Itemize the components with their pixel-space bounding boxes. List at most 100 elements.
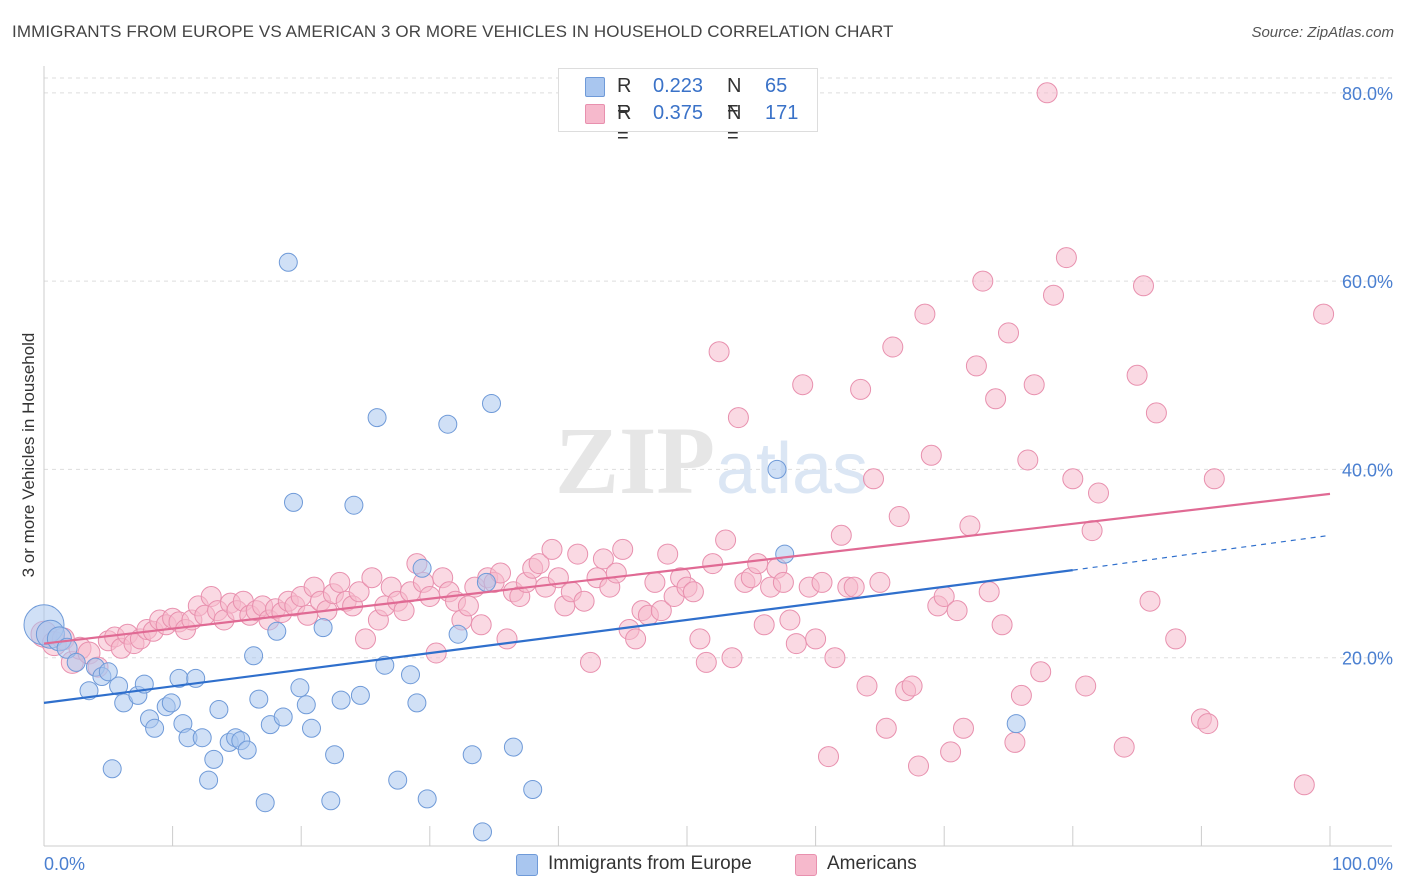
data-point <box>1017 449 1039 471</box>
trend-lines <box>43 492 1331 704</box>
data-point <box>978 581 1000 603</box>
data-point <box>708 341 730 363</box>
data-point <box>401 665 420 685</box>
data-point <box>528 553 550 575</box>
data-point <box>901 675 923 697</box>
n-label: N = <box>727 75 742 120</box>
watermark-zip: ZIP <box>555 407 715 514</box>
data-point <box>1010 684 1032 706</box>
data-point <box>1023 374 1045 396</box>
tick-labels: 20.0% 40.0% 60.0% 80.0% 0.0% 100.0% <box>44 84 1393 874</box>
data-point <box>775 544 795 564</box>
data-point <box>284 492 303 512</box>
data-point <box>296 695 316 715</box>
data-point <box>1313 303 1335 325</box>
data-point <box>682 581 704 603</box>
data-point <box>1088 482 1109 504</box>
data-point <box>605 562 627 584</box>
data-point <box>388 770 408 790</box>
data-point <box>313 618 333 638</box>
data-point <box>56 637 78 659</box>
data-point <box>476 572 496 592</box>
data-point <box>237 740 257 760</box>
data-point <box>1004 731 1026 753</box>
data-point <box>321 791 341 811</box>
trend-line-americans <box>43 492 1331 645</box>
data-point <box>721 647 743 669</box>
data-point <box>1139 590 1161 612</box>
data-point <box>331 690 351 710</box>
r-label: R = <box>617 75 632 120</box>
r-value: 0.223 <box>653 75 704 97</box>
data-point <box>1006 714 1026 734</box>
data-point <box>998 322 1019 344</box>
data-point <box>914 303 936 325</box>
data-point <box>355 628 376 650</box>
n-value: 65 <box>765 75 788 97</box>
y-axis-title: 3 or more Vehicles in Household <box>19 333 38 578</box>
data-point <box>875 717 897 739</box>
y-tick-label: 60.0% <box>1342 272 1393 292</box>
data-point <box>496 628 518 650</box>
data-point <box>457 595 479 617</box>
data-point <box>273 707 293 727</box>
data-point <box>482 394 501 413</box>
data-point <box>98 662 118 682</box>
data-point <box>417 789 437 809</box>
data-point <box>1081 520 1103 542</box>
data-point <box>567 543 589 565</box>
data-point <box>1055 247 1077 269</box>
chart-title: IMMIGRANTS FROM EUROPE VS AMERICAN 3 OR … <box>12 22 894 41</box>
legend-swatch-pink <box>585 104 605 124</box>
x-tick-label: 100.0% <box>1332 854 1393 874</box>
data-point <box>689 628 711 650</box>
data-point <box>785 633 807 655</box>
data-point <box>863 468 884 490</box>
data-point <box>490 562 511 584</box>
immigrants-points <box>23 252 1026 842</box>
trend-line-immigrants-extension <box>1072 534 1331 571</box>
data-point <box>325 745 345 765</box>
data-point <box>702 553 724 575</box>
data-point <box>1062 468 1084 490</box>
data-point <box>503 737 523 757</box>
watermark-atlas: atlas <box>716 429 868 509</box>
data-point <box>1203 468 1225 490</box>
data-point <box>1043 284 1064 306</box>
data-point <box>920 444 942 466</box>
source-credit: Source: ZipAtlas.com <box>1251 24 1394 41</box>
data-point <box>805 628 827 650</box>
data-point <box>772 571 794 593</box>
data-point <box>255 793 275 813</box>
data-point <box>767 459 787 479</box>
data-point <box>448 624 468 644</box>
data-point <box>249 689 269 709</box>
data-point <box>779 609 801 631</box>
data-point <box>350 685 370 705</box>
data-point <box>102 759 122 779</box>
data-point <box>145 718 165 738</box>
data-point <box>367 408 387 428</box>
data-point <box>753 614 775 636</box>
data-point <box>209 700 229 719</box>
data-point <box>348 581 370 603</box>
data-point <box>888 506 910 527</box>
data-point <box>985 388 1007 410</box>
data-point <box>727 407 749 429</box>
data-point <box>869 571 891 593</box>
data-point <box>1133 275 1154 297</box>
data-point <box>747 553 769 575</box>
legend-label: Americans <box>827 853 917 874</box>
axes <box>43 66 1392 847</box>
data-point <box>278 252 298 272</box>
data-point <box>1075 675 1097 697</box>
data-point <box>329 571 351 593</box>
x-tick-label: 0.0% <box>44 854 85 874</box>
data-point <box>953 717 974 739</box>
data-point <box>657 543 679 565</box>
data-point <box>580 651 601 673</box>
r-value: 0.375 <box>653 102 704 124</box>
data-point <box>715 529 737 551</box>
data-point <box>523 780 543 799</box>
